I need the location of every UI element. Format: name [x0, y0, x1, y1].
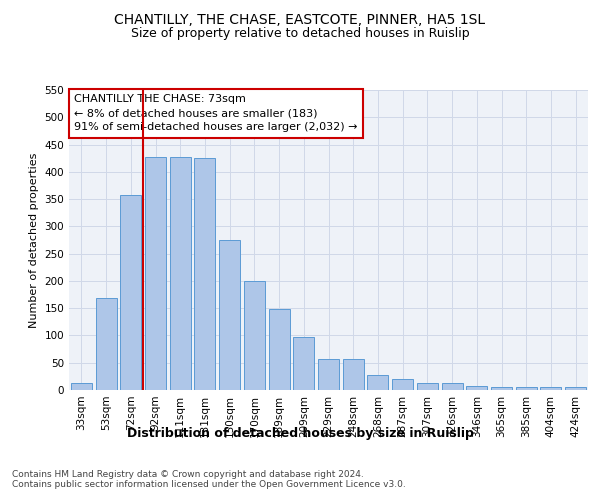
Text: CHANTILLY, THE CHASE, EASTCOTE, PINNER, HA5 1SL: CHANTILLY, THE CHASE, EASTCOTE, PINNER, …	[115, 12, 485, 26]
Bar	[367, 376, 388, 390]
Text: Distribution of detached houses by size in Ruislip: Distribution of detached houses by size …	[127, 428, 473, 440]
Bar	[145, 156, 166, 390]
Bar	[219, 240, 240, 390]
Bar	[269, 308, 290, 390]
Bar	[565, 388, 586, 390]
Bar	[244, 281, 265, 390]
Bar	[120, 194, 141, 390]
Bar	[442, 384, 463, 390]
Bar	[491, 388, 512, 390]
Bar	[541, 388, 562, 390]
Bar	[293, 337, 314, 390]
Bar	[466, 386, 487, 390]
Bar	[71, 383, 92, 390]
Bar	[516, 388, 537, 390]
Text: CHANTILLY THE CHASE: 73sqm
← 8% of detached houses are smaller (183)
91% of semi: CHANTILLY THE CHASE: 73sqm ← 8% of detac…	[74, 94, 358, 132]
Bar	[194, 158, 215, 390]
Bar	[95, 298, 116, 390]
Bar	[318, 359, 339, 390]
Text: Size of property relative to detached houses in Ruislip: Size of property relative to detached ho…	[131, 28, 469, 40]
Bar	[343, 359, 364, 390]
Bar	[392, 379, 413, 390]
Bar	[170, 156, 191, 390]
Bar	[417, 384, 438, 390]
Text: Contains HM Land Registry data © Crown copyright and database right 2024.
Contai: Contains HM Land Registry data © Crown c…	[12, 470, 406, 490]
Y-axis label: Number of detached properties: Number of detached properties	[29, 152, 39, 328]
